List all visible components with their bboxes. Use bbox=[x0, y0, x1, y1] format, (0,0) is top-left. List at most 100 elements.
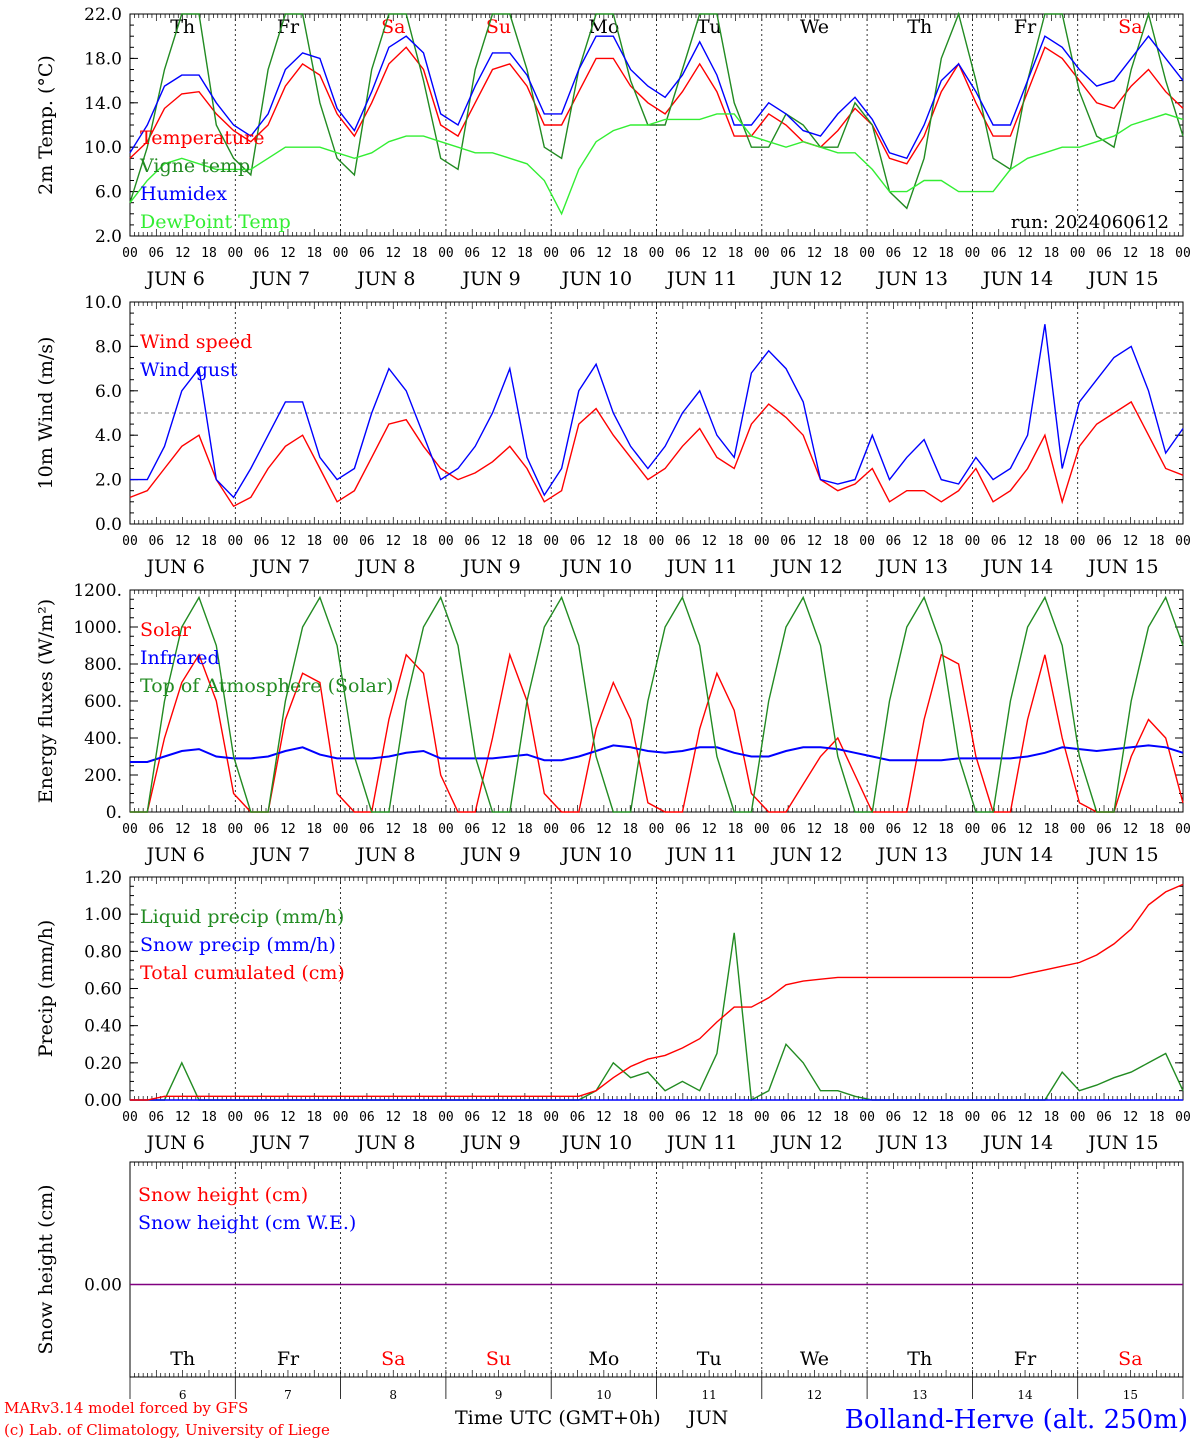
series-wind-speed-line bbox=[129, 400, 1184, 508]
series-top-of-atmosphere-solar--line bbox=[130, 595, 1184, 813]
hour-tick-label: 12 bbox=[701, 822, 717, 837]
series-temperature-line bbox=[129, 46, 1184, 165]
hour-tick-label: 00 bbox=[333, 1110, 349, 1125]
day-label: JUN 9 bbox=[460, 844, 520, 866]
day-number-label: 13 bbox=[912, 1388, 927, 1402]
day-label: JUN 11 bbox=[665, 268, 737, 290]
y-tick-label: 0.00 bbox=[84, 1091, 122, 1111]
hour-tick-label: 00 bbox=[227, 822, 243, 837]
hour-tick-label: 18 bbox=[938, 822, 954, 837]
hour-tick-label: 06 bbox=[254, 1110, 270, 1125]
day-label: JUN 13 bbox=[876, 844, 948, 866]
hour-tick-label: 18 bbox=[833, 1110, 849, 1125]
hour-tick-label: 00 bbox=[965, 534, 981, 549]
hour-tick-label: 18 bbox=[833, 534, 849, 549]
day-label: JUN 15 bbox=[1086, 844, 1158, 866]
hour-tick-label: 18 bbox=[517, 534, 533, 549]
y-tick-label: 6.0 bbox=[95, 183, 122, 203]
hour-tick-label: 18 bbox=[1149, 822, 1165, 837]
hour-tick-label: 18 bbox=[412, 534, 428, 549]
hour-tick-label: 06 bbox=[991, 534, 1007, 549]
weekday-label: Th bbox=[907, 1348, 932, 1370]
hour-tick-label: 06 bbox=[886, 1110, 902, 1125]
hour-tick-label: 06 bbox=[991, 822, 1007, 837]
weekday-label: Fr bbox=[1014, 16, 1037, 38]
day-label: JUN 10 bbox=[560, 1132, 632, 1154]
hour-tick-label: 00 bbox=[333, 822, 349, 837]
day-label: JUN 14 bbox=[981, 844, 1053, 866]
day-label: JUN 13 bbox=[876, 1132, 948, 1154]
hour-tick-label: 18 bbox=[1044, 822, 1060, 837]
hour-tick-label: 12 bbox=[807, 246, 823, 261]
weekday-label: Su bbox=[486, 1348, 511, 1370]
hour-tick-label: 06 bbox=[780, 534, 796, 549]
weekday-label: We bbox=[800, 16, 829, 38]
hour-tick-label: 12 bbox=[912, 1110, 928, 1125]
hour-tick-label: 00 bbox=[1070, 1110, 1086, 1125]
day-label: JUN 13 bbox=[876, 556, 948, 578]
hour-tick-label: 00 bbox=[543, 1110, 559, 1125]
panel-1-ylabel: 10m Wind (m/s) bbox=[35, 337, 57, 490]
weekday-label: Th bbox=[170, 1348, 195, 1370]
day-number-label: 9 bbox=[495, 1388, 503, 1402]
legend-entry: Wind speed bbox=[140, 331, 252, 353]
weekday-label: Mo bbox=[588, 16, 619, 38]
day-label: JUN 11 bbox=[665, 556, 737, 578]
day-number-label: 8 bbox=[389, 1388, 397, 1402]
hour-tick-label: 00 bbox=[649, 1110, 665, 1125]
hour-tick-label: 00 bbox=[754, 822, 770, 837]
panel-4-ylabel: Snow height (cm) bbox=[35, 1184, 57, 1354]
hour-tick-label: 00 bbox=[543, 822, 559, 837]
legend-entry: Solar bbox=[140, 619, 192, 641]
hour-tick-label: 12 bbox=[1123, 534, 1139, 549]
hour-tick-label: 00 bbox=[649, 534, 665, 549]
hour-tick-label: 18 bbox=[1149, 246, 1165, 261]
hour-tick-label: 00 bbox=[122, 534, 138, 549]
station-title: Bolland-Herve (alt. 250m) bbox=[845, 1405, 1188, 1435]
weekday-label: Tu bbox=[697, 16, 722, 38]
hour-tick-label: 12 bbox=[385, 822, 401, 837]
hour-tick-label: 00 bbox=[965, 1110, 981, 1125]
hour-tick-label: 00 bbox=[965, 822, 981, 837]
hour-tick-label: 06 bbox=[570, 534, 586, 549]
day-label: JUN 7 bbox=[250, 556, 310, 578]
panel-2-ylabel: Energy fluxes (W/m²) bbox=[35, 599, 57, 803]
hour-tick-label: 06 bbox=[464, 246, 480, 261]
hour-tick-label: 06 bbox=[148, 822, 164, 837]
hour-tick-label: 18 bbox=[938, 246, 954, 261]
hour-tick-label: 18 bbox=[412, 246, 428, 261]
hour-tick-label: 00 bbox=[122, 822, 138, 837]
day-label: JUN 8 bbox=[355, 844, 415, 866]
day-label: JUN 14 bbox=[981, 556, 1053, 578]
y-tick-label: 200. bbox=[84, 766, 122, 786]
hour-tick-label: 12 bbox=[1123, 1110, 1139, 1125]
day-label: JUN 8 bbox=[355, 268, 415, 290]
hour-tick-label: 12 bbox=[912, 246, 928, 261]
hour-tick-label: 06 bbox=[148, 534, 164, 549]
day-label: JUN 9 bbox=[460, 1132, 520, 1154]
legend-entry: Infrared bbox=[140, 647, 220, 669]
hour-tick-label: 06 bbox=[780, 246, 796, 261]
y-tick-label: 2.0 bbox=[95, 227, 122, 247]
panel-0-ylabel: 2m Temp. (°C) bbox=[35, 55, 57, 195]
hour-tick-label: 12 bbox=[807, 534, 823, 549]
hour-tick-label: 06 bbox=[675, 822, 691, 837]
hour-tick-label: 00 bbox=[438, 822, 454, 837]
hour-tick-label: 00 bbox=[227, 246, 243, 261]
hour-tick-label: 06 bbox=[464, 534, 480, 549]
series-humidex-line bbox=[129, 35, 1184, 160]
y-tick-label: 0. bbox=[106, 803, 122, 823]
weekday-label: Th bbox=[170, 16, 195, 38]
weekday-label: Th bbox=[907, 16, 932, 38]
hour-tick-label: 12 bbox=[175, 534, 191, 549]
hour-tick-label: 12 bbox=[1017, 246, 1033, 261]
hour-tick-label: 06 bbox=[886, 534, 902, 549]
hour-tick-label: 06 bbox=[359, 822, 375, 837]
y-tick-label: 600. bbox=[84, 692, 122, 712]
legend-entry: Liquid precip (mm/h) bbox=[140, 906, 344, 928]
day-label: JUN 11 bbox=[665, 1132, 737, 1154]
hour-tick-label: 00 bbox=[1070, 246, 1086, 261]
hour-tick-label: 12 bbox=[1123, 822, 1139, 837]
hour-tick-label: 18 bbox=[517, 1110, 533, 1125]
hour-tick-label: 00 bbox=[649, 246, 665, 261]
